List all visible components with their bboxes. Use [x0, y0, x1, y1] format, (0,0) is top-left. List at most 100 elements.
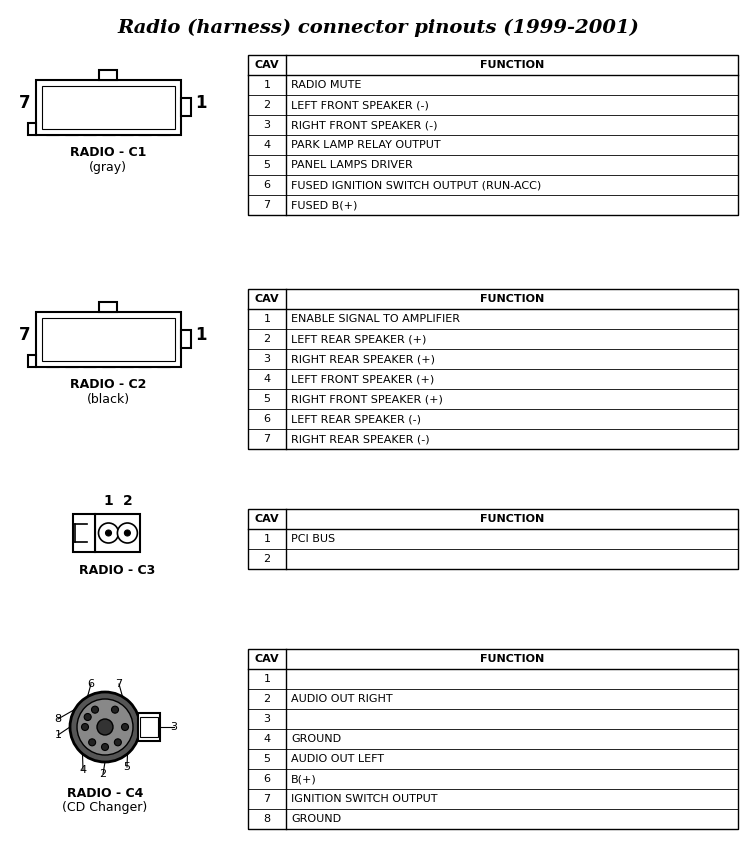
- Text: AUDIO OUT RIGHT: AUDIO OUT RIGHT: [291, 694, 392, 704]
- Text: 3: 3: [264, 354, 271, 364]
- Text: CAV: CAV: [255, 514, 279, 524]
- Bar: [156, 115, 170, 135]
- Text: 4: 4: [263, 374, 271, 384]
- Text: 7: 7: [19, 94, 30, 112]
- Text: RADIO MUTE: RADIO MUTE: [291, 80, 361, 90]
- Bar: [36, 80, 181, 134]
- Text: 2: 2: [122, 494, 132, 508]
- Bar: [50, 337, 56, 348]
- Bar: [87, 337, 92, 348]
- Text: LEFT FRONT SPEAKER (+): LEFT FRONT SPEAKER (+): [291, 374, 434, 384]
- Bar: [105, 337, 111, 348]
- Text: 1: 1: [104, 494, 113, 508]
- Text: IGNITION SWITCH OUTPUT: IGNITION SWITCH OUTPUT: [291, 794, 438, 804]
- Text: LEFT REAR SPEAKER (+): LEFT REAR SPEAKER (+): [291, 334, 426, 344]
- Circle shape: [77, 699, 133, 755]
- Circle shape: [117, 523, 138, 543]
- Bar: [75, 525, 87, 542]
- Text: LEFT FRONT SPEAKER (-): LEFT FRONT SPEAKER (-): [291, 100, 429, 110]
- Text: 5: 5: [264, 160, 271, 170]
- Bar: [248, 509, 738, 569]
- Text: RADIO - C4: RADIO - C4: [67, 787, 143, 800]
- Circle shape: [84, 714, 91, 720]
- Text: RADIO - C3: RADIO - C3: [79, 564, 156, 577]
- Text: 5: 5: [264, 754, 271, 764]
- Circle shape: [91, 707, 98, 714]
- Text: 2: 2: [263, 554, 271, 564]
- Bar: [46, 348, 59, 367]
- Bar: [105, 105, 111, 115]
- Circle shape: [106, 530, 111, 536]
- Text: FUNCTION: FUNCTION: [480, 60, 544, 70]
- Text: (CD Changer): (CD Changer): [63, 801, 147, 814]
- Bar: [65, 348, 78, 367]
- Text: 1: 1: [264, 314, 271, 324]
- Text: PCI BUS: PCI BUS: [291, 534, 335, 544]
- Text: 2: 2: [100, 769, 107, 779]
- Text: GROUND: GROUND: [291, 734, 341, 744]
- Text: B(+): B(+): [291, 774, 317, 784]
- Text: 1: 1: [264, 80, 271, 90]
- Text: 3: 3: [264, 120, 271, 130]
- Text: CAV: CAV: [255, 294, 279, 304]
- Bar: [68, 105, 74, 115]
- Text: 4: 4: [79, 765, 87, 775]
- Bar: [160, 105, 166, 115]
- Text: FUNCTION: FUNCTION: [480, 654, 544, 664]
- Bar: [248, 55, 738, 215]
- Text: ENABLE SIGNAL TO AMPLIFIER: ENABLE SIGNAL TO AMPLIFIER: [291, 314, 460, 324]
- Bar: [138, 713, 160, 741]
- Bar: [120, 348, 133, 367]
- Bar: [181, 330, 191, 348]
- Text: 1: 1: [196, 326, 207, 344]
- Bar: [160, 337, 166, 348]
- Bar: [140, 717, 158, 737]
- Bar: [181, 98, 191, 116]
- Text: 2: 2: [263, 100, 271, 110]
- Bar: [123, 337, 129, 348]
- Text: PARK LAMP RELAY OUTPUT: PARK LAMP RELAY OUTPUT: [291, 140, 441, 150]
- Bar: [46, 115, 59, 135]
- Text: FUSED B(+): FUSED B(+): [291, 200, 358, 210]
- Text: 5: 5: [264, 394, 271, 404]
- Text: AUDIO OUT LEFT: AUDIO OUT LEFT: [291, 754, 384, 764]
- Bar: [50, 105, 56, 115]
- Bar: [68, 337, 74, 348]
- Text: RADIO - C2: RADIO - C2: [70, 379, 146, 392]
- Text: 3: 3: [264, 714, 271, 724]
- Text: 1: 1: [196, 94, 207, 112]
- Circle shape: [111, 707, 119, 714]
- Bar: [95, 514, 140, 552]
- Text: FUNCTION: FUNCTION: [480, 294, 544, 304]
- Bar: [27, 355, 36, 367]
- Bar: [248, 649, 738, 829]
- Text: 6: 6: [264, 414, 271, 424]
- Text: RIGHT FRONT SPEAKER (+): RIGHT FRONT SPEAKER (+): [291, 394, 443, 404]
- Text: RIGHT FRONT SPEAKER (-): RIGHT FRONT SPEAKER (-): [291, 120, 438, 130]
- Text: GROUND: GROUND: [291, 814, 341, 824]
- Text: 7: 7: [19, 326, 30, 344]
- Text: (black): (black): [86, 393, 129, 406]
- Text: 8: 8: [263, 814, 271, 824]
- Text: 3: 3: [171, 722, 178, 732]
- Circle shape: [97, 719, 113, 735]
- Text: (gray): (gray): [89, 160, 127, 173]
- Text: 7: 7: [263, 794, 271, 804]
- Text: CAV: CAV: [255, 60, 279, 70]
- Text: FUSED IGNITION SWITCH OUTPUT (RUN-ACC): FUSED IGNITION SWITCH OUTPUT (RUN-ACC): [291, 180, 541, 190]
- Text: PANEL LAMPS DRIVER: PANEL LAMPS DRIVER: [291, 160, 413, 170]
- Circle shape: [125, 530, 130, 536]
- Bar: [87, 105, 92, 115]
- Bar: [156, 348, 170, 367]
- Bar: [73, 514, 95, 552]
- Bar: [138, 348, 151, 367]
- Circle shape: [114, 739, 122, 746]
- Circle shape: [82, 723, 88, 731]
- Text: RIGHT REAR SPEAKER (+): RIGHT REAR SPEAKER (+): [291, 354, 435, 364]
- Bar: [36, 311, 181, 367]
- Text: 2: 2: [263, 334, 271, 344]
- Bar: [142, 337, 147, 348]
- Text: 4: 4: [263, 734, 271, 744]
- Text: 7: 7: [263, 434, 271, 444]
- Bar: [27, 122, 36, 134]
